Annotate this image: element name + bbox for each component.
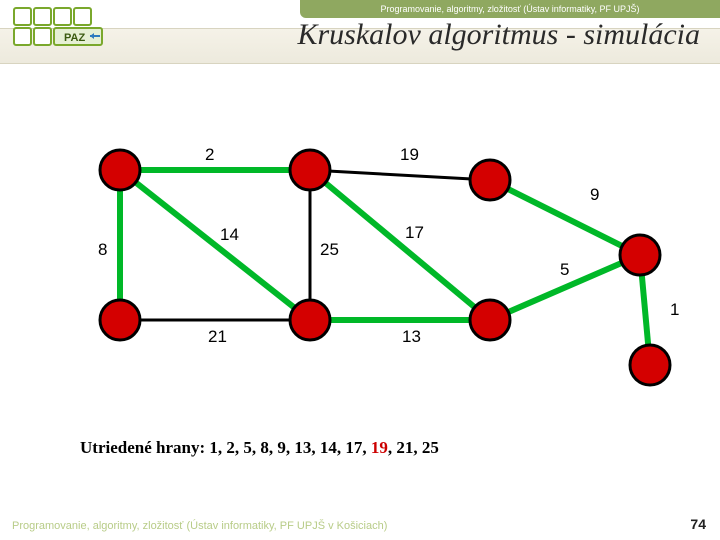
node-E xyxy=(290,300,330,340)
graph-area: 2 19 9 8 14 25 17 5 1 21 13 xyxy=(30,120,690,420)
node-B xyxy=(290,150,330,190)
edge-weight-D-E: 21 xyxy=(208,327,227,346)
page-title: Kruskalov algoritmus - simulácia xyxy=(160,18,700,52)
edge-weight-A-D: 8 xyxy=(98,240,107,259)
edge-A-E xyxy=(120,170,310,320)
sorted-item-21: 21 xyxy=(396,438,413,457)
edge-B-C xyxy=(310,170,490,180)
node-G xyxy=(620,235,660,275)
edge-C-G xyxy=(490,180,640,255)
sorted-item-14: 14 xyxy=(320,438,337,457)
edge-weight-F-G: 5 xyxy=(560,260,569,279)
node-A xyxy=(100,150,140,190)
edge-weight-B-F: 17 xyxy=(405,223,424,242)
edge-weight-E-F: 13 xyxy=(402,327,421,346)
sorted-item-2: 2 xyxy=(226,438,235,457)
node-C xyxy=(470,160,510,200)
node-F xyxy=(470,300,510,340)
sorted-item-19: 19 xyxy=(371,438,388,457)
node-D xyxy=(100,300,140,340)
header-org-text: Programovanie, algoritmy, zložitosť (Úst… xyxy=(380,4,639,14)
sorted-item-8: 8 xyxy=(260,438,269,457)
sorted-item-5: 5 xyxy=(243,438,252,457)
node-H xyxy=(630,345,670,385)
sorted-item-9: 9 xyxy=(277,438,286,457)
footer-left: Programovanie, algoritmy, zložitosť (Úst… xyxy=(12,520,387,532)
footer-page-number: 74 xyxy=(690,516,706,532)
edge-weight-B-E: 25 xyxy=(320,240,339,259)
edge-weight-A-E: 14 xyxy=(220,225,239,244)
sorted-item-13: 13 xyxy=(294,438,311,457)
sorted-edges: Utriedené hrany: 1, 2, 5, 8, 9, 13, 14, … xyxy=(80,438,439,458)
edge-weight-B-C: 19 xyxy=(400,145,419,164)
sorted-item-25: 25 xyxy=(422,438,439,457)
edge-weight-C-G: 9 xyxy=(590,185,599,204)
edge-weight-A-B: 2 xyxy=(205,145,214,164)
edge-weight-G-H: 1 xyxy=(670,300,679,319)
logo-svg: PAZ xyxy=(12,6,132,60)
svg-text:PAZ: PAZ xyxy=(64,32,85,44)
header-org-bar: Programovanie, algoritmy, zložitosť (Úst… xyxy=(300,0,720,18)
sorted-item-17: 17 xyxy=(345,438,362,457)
sorted-item-1: 1 xyxy=(209,438,218,457)
graph-svg: 2 19 9 8 14 25 17 5 1 21 13 xyxy=(30,120,690,400)
logo: PAZ xyxy=(12,6,132,56)
